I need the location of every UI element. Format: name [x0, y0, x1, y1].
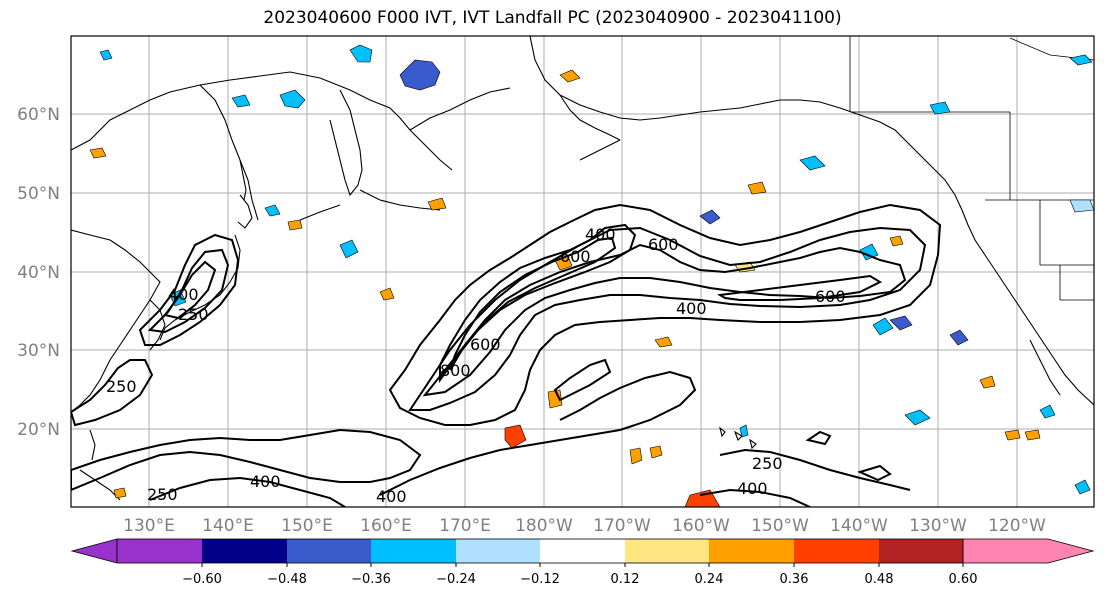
contour-label: 250	[178, 305, 209, 324]
lat-label: 30°N	[17, 341, 60, 361]
contour-label: 600	[560, 247, 591, 266]
ivt-contours	[71, 203, 942, 507]
lat-label: 60°N	[17, 105, 60, 125]
lon-label: 180°W	[515, 516, 573, 536]
contour-label: 600	[648, 235, 679, 254]
contour-label: 400	[737, 479, 768, 498]
lat-label: 40°N	[17, 263, 60, 283]
colorbar-segment	[287, 539, 371, 563]
lon-label: 140°W	[830, 516, 888, 536]
colorbar-segment	[879, 539, 963, 563]
colorbar-tick-label: −0.24	[436, 572, 476, 587]
contour-label: 400	[585, 225, 616, 244]
lon-label: 170°E	[439, 516, 491, 536]
lat-label: 20°N	[17, 420, 60, 440]
colorbar-tick-label: −0.12	[520, 572, 560, 587]
colorbar-ticks	[201, 563, 964, 567]
colorbar-tick-label: 0.60	[949, 572, 978, 587]
contour-label: 600	[470, 335, 501, 354]
contour-labels: 600 400 600 250 400 400 250 400 250 400 …	[106, 225, 846, 506]
colorbar-segment	[202, 539, 287, 563]
lon-label: 160°W	[672, 516, 730, 536]
lon-label: 170°W	[593, 516, 651, 536]
coastlines	[71, 36, 1094, 501]
contour-label: 400	[376, 487, 407, 506]
colorbar-segment	[540, 539, 625, 563]
lon-label: 130°W	[909, 516, 967, 536]
lon-label: 130°E	[123, 516, 175, 536]
latitude-labels: 60°N 50°N 40°N 30°N 20°N	[17, 105, 60, 440]
colorbar: −0.60 −0.48 −0.36 −0.24 −0.12 0.12 0.24 …	[70, 538, 1095, 587]
colorbar-extend-max	[962, 538, 1095, 564]
contour-label: 250	[147, 485, 178, 504]
colorbar-tick-label: 0.24	[695, 572, 724, 587]
colorbar-extend-min	[70, 538, 118, 564]
longitude-labels: 130°E 140°E 150°E 160°E 170°E 180°W 170°…	[123, 516, 1046, 536]
contour-label: 400	[676, 299, 707, 318]
colorbar-segment	[371, 539, 456, 563]
lon-label: 150°E	[281, 516, 333, 536]
colorbar-segment	[456, 539, 540, 563]
lon-label: 160°E	[360, 516, 412, 536]
contour-label: 800	[440, 361, 471, 380]
lon-label: 140°E	[202, 516, 254, 536]
colorbar-tick-label: −0.48	[267, 572, 307, 587]
colorbar-tick-label: 0.48	[865, 572, 894, 587]
colorbar-segment	[117, 539, 202, 563]
colorbar-segment	[794, 539, 879, 563]
colorbar-tick-label: 0.12	[611, 572, 640, 587]
ivt-pc-shading	[89, 44, 1094, 507]
contour-label: 250	[106, 377, 137, 396]
contour-label: 400	[168, 285, 199, 304]
contour-label: 600	[815, 287, 846, 306]
colorbar-segment	[625, 539, 709, 563]
colorbar-tick-label: −0.36	[351, 572, 391, 587]
colorbar-tick-label: 0.36	[780, 572, 809, 587]
colorbar-tick-label: −0.60	[182, 572, 222, 587]
contour-label: 250	[752, 454, 783, 473]
contour-label: 400	[250, 472, 281, 491]
lon-label: 150°W	[751, 516, 809, 536]
map-border	[70, 35, 1095, 508]
colorbar-segment	[709, 539, 794, 563]
lat-label: 50°N	[17, 184, 60, 204]
map-title: 2023040600 F000 IVT, IVT Landfall PC (20…	[263, 8, 842, 28]
lon-label: 120°W	[988, 516, 1046, 536]
